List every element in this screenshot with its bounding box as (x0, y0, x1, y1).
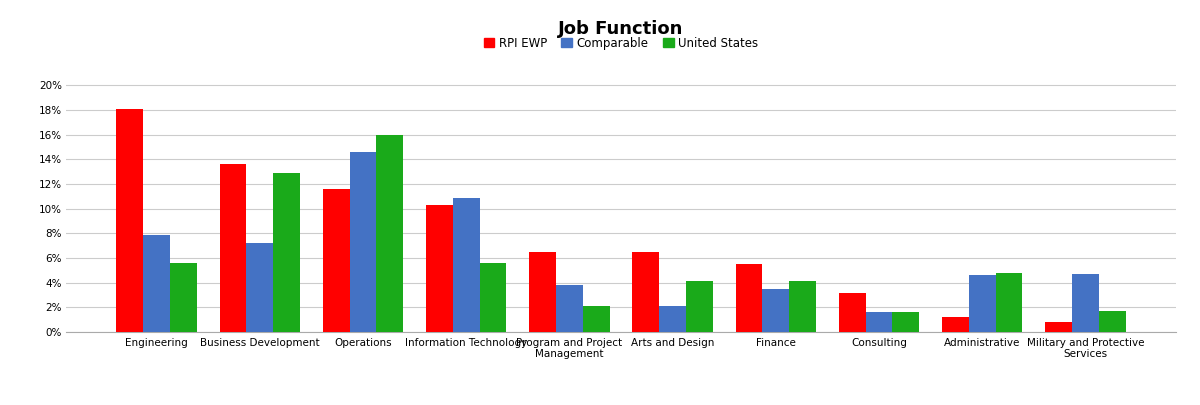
Bar (143, 234, 170, 332)
Bar (426, 205, 452, 332)
Bar (480, 263, 506, 332)
Bar (116, 109, 143, 332)
Bar (1099, 311, 1126, 332)
Bar (1045, 322, 1072, 332)
Bar (893, 312, 919, 332)
Bar (170, 263, 197, 332)
Bar (968, 275, 996, 332)
Bar (274, 173, 300, 332)
Bar (790, 281, 816, 332)
Bar (529, 252, 556, 332)
Bar (583, 306, 610, 332)
Bar (246, 243, 274, 332)
Legend: RPI EWP, Comparable, United States: RPI EWP, Comparable, United States (479, 32, 763, 55)
Bar (659, 306, 686, 332)
Bar (452, 198, 480, 332)
Bar (686, 281, 713, 332)
Bar (377, 134, 403, 332)
Title: Job Function: Job Function (558, 20, 684, 38)
Bar (1072, 274, 1099, 332)
Bar (632, 252, 659, 332)
Bar (996, 273, 1022, 332)
Bar (556, 285, 583, 332)
Bar (736, 264, 762, 332)
Bar (220, 164, 246, 332)
Bar (942, 317, 968, 332)
Bar (323, 189, 349, 332)
Bar (349, 152, 377, 332)
Bar (762, 289, 790, 332)
Bar (865, 312, 893, 332)
Bar (839, 292, 865, 332)
